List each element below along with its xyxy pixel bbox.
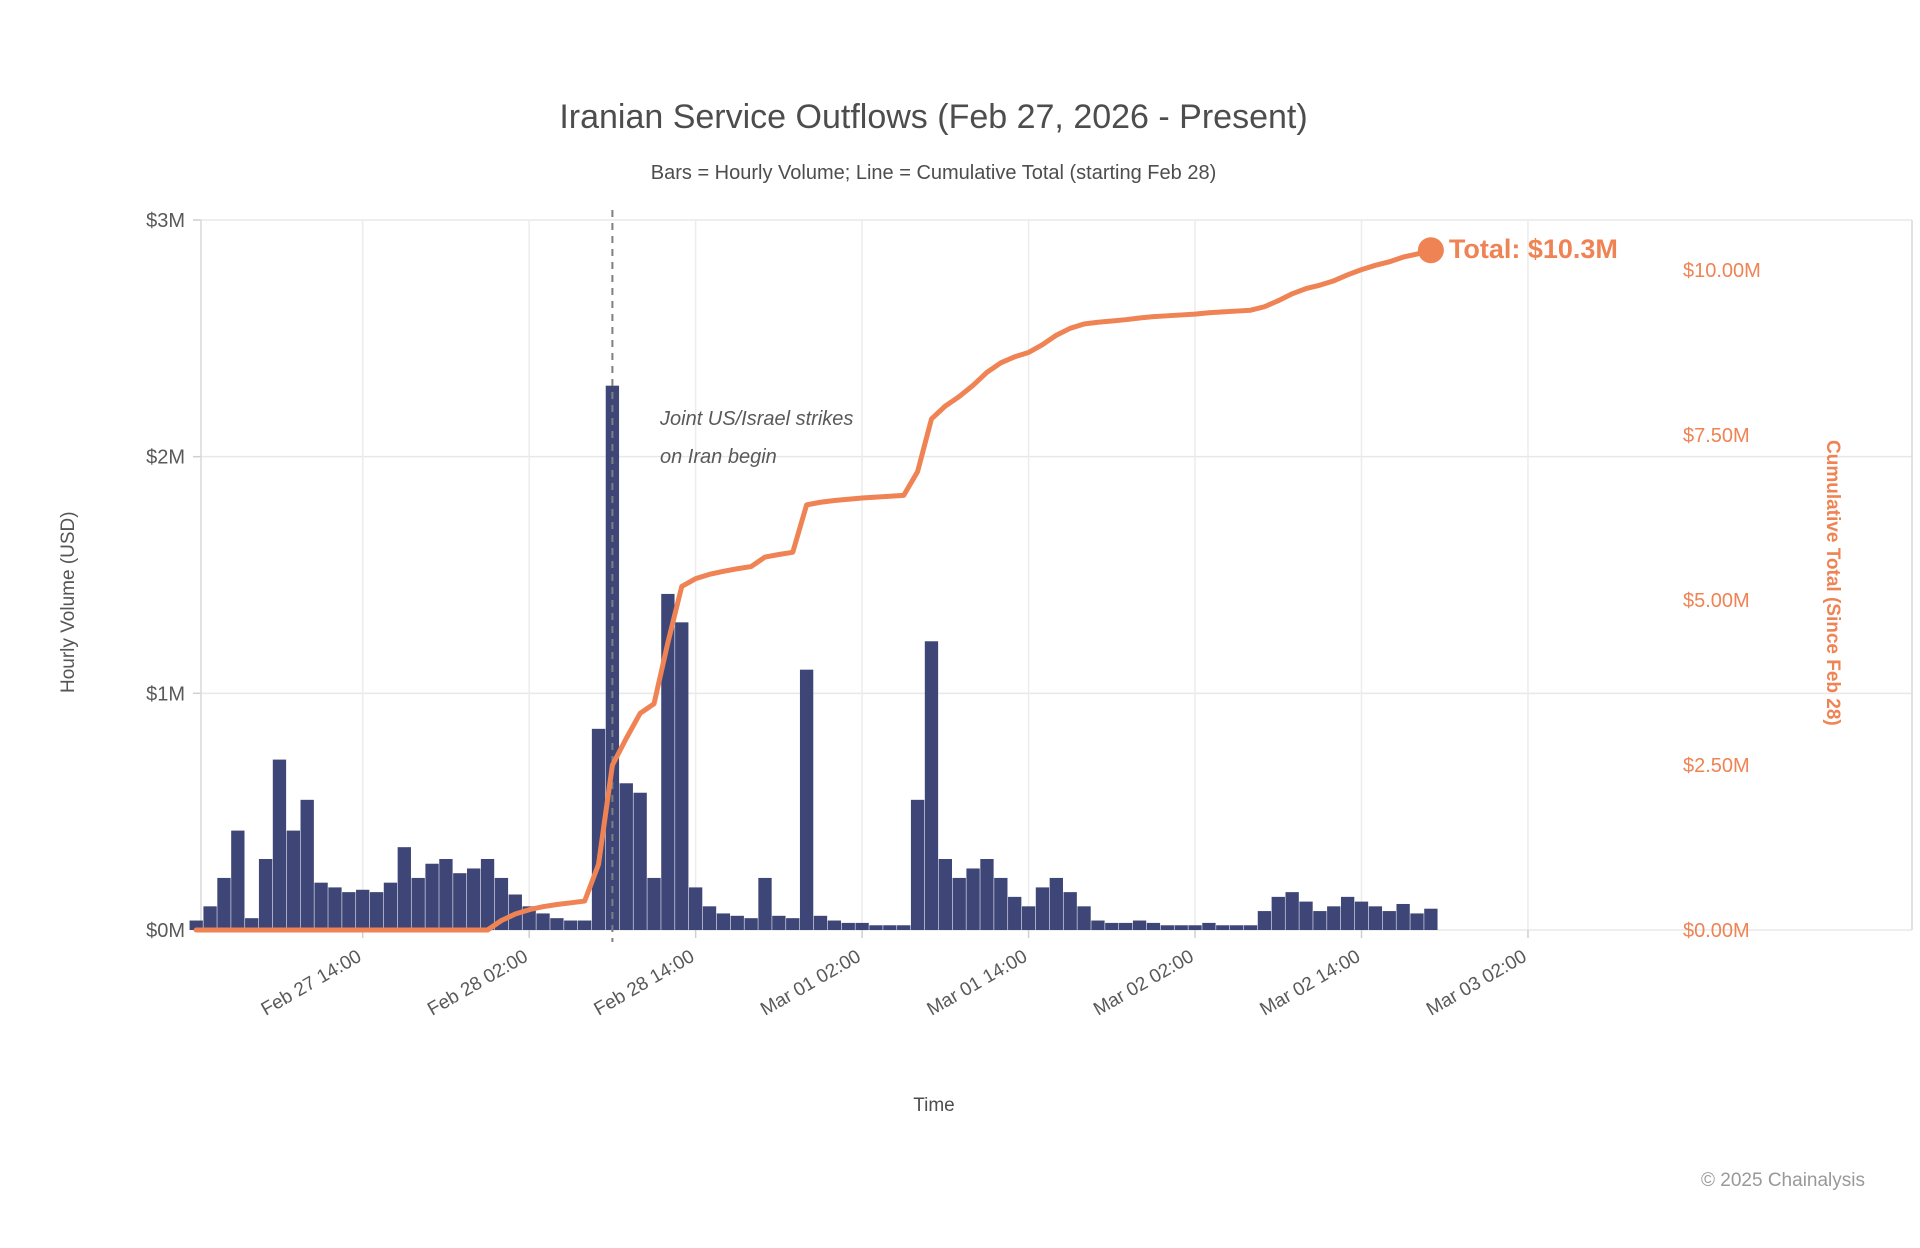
- svg-text:Mar 02 02:00: Mar 02 02:00: [1090, 946, 1197, 1020]
- svg-text:$0.00M: $0.00M: [1683, 920, 1750, 942]
- svg-text:$2M: $2M: [146, 447, 185, 469]
- svg-text:$1M: $1M: [146, 683, 185, 705]
- svg-text:$7.50M: $7.50M: [1683, 425, 1750, 447]
- svg-text:$0M: $0M: [146, 920, 185, 942]
- svg-text:Mar 01 02:00: Mar 01 02:00: [757, 946, 864, 1020]
- svg-text:Mar 03 02:00: Mar 03 02:00: [1423, 946, 1530, 1020]
- svg-text:Total: $10.3M: Total: $10.3M: [1449, 234, 1618, 264]
- svg-text:Feb 27 14:00: Feb 27 14:00: [258, 946, 365, 1020]
- svg-text:$2.50M: $2.50M: [1683, 755, 1750, 777]
- svg-text:$3M: $3M: [146, 210, 185, 232]
- svg-text:Mar 02 14:00: Mar 02 14:00: [1257, 946, 1364, 1020]
- svg-text:Feb 28 02:00: Feb 28 02:00: [424, 946, 531, 1020]
- svg-text:Feb 28 14:00: Feb 28 14:00: [591, 946, 698, 1020]
- svg-text:$10.00M: $10.00M: [1683, 260, 1761, 282]
- svg-text:$5.00M: $5.00M: [1683, 590, 1750, 612]
- svg-text:Mar 01 14:00: Mar 01 14:00: [924, 946, 1031, 1020]
